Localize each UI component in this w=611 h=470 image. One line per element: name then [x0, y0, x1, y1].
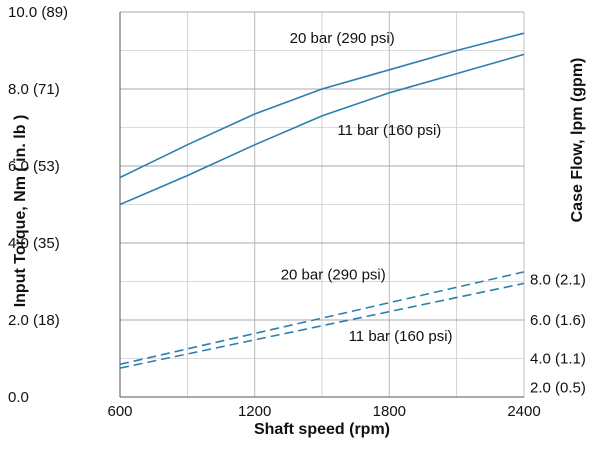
- x-tick-label: 600: [107, 403, 132, 420]
- left-tick-label: 10.0 (89): [8, 4, 68, 21]
- curve-label: 20 bar (290 psi): [290, 30, 395, 47]
- right-tick-label: 6.0 (1.6): [530, 312, 586, 329]
- series-line: [119, 53, 525, 206]
- right-tick-label: 8.0 (2.1): [530, 272, 586, 289]
- curve-label: 11 bar (160 psi): [349, 328, 453, 345]
- right-tick-label: 2.0 (0.5): [530, 379, 586, 396]
- left-tick-label: 0.0: [8, 389, 29, 406]
- series-line: [119, 32, 525, 179]
- series-line: [119, 282, 525, 369]
- left-axis-title: Input Torque, Nm ( in. lb ): [12, 115, 29, 308]
- curve-label: 20 bar (290 psi): [281, 267, 386, 284]
- grid: [119, 11, 525, 398]
- x-axis-title: Shaft speed (rpm): [254, 421, 390, 438]
- left-tick-label: 6.0 (53): [8, 158, 60, 175]
- ticks-layer: 600 1200 1800 2400 0.0 2.0 (18) 4.0 (35) 6.0 (5…: [8, 4, 586, 420]
- x-tick-label: 2400: [507, 403, 540, 420]
- x-tick-label: 1200: [238, 403, 271, 420]
- left-tick-label: 2.0 (18): [8, 312, 60, 329]
- left-tick-label: 8.0 (71): [8, 81, 60, 98]
- annotations-layer: 20 bar (290 psi) 11 bar (160 psi) 20 bar (…: [281, 30, 453, 345]
- curve-label: 11 bar (160 psi): [337, 122, 441, 139]
- right-tick-label: 4.0 (1.1): [530, 351, 586, 368]
- right-axis-title: Case Flow, lpm (gpm): [569, 58, 586, 223]
- series-layer: [119, 32, 525, 369]
- left-tick-label: 4.0 (35): [8, 235, 60, 252]
- x-tick-label: 1800: [373, 403, 406, 420]
